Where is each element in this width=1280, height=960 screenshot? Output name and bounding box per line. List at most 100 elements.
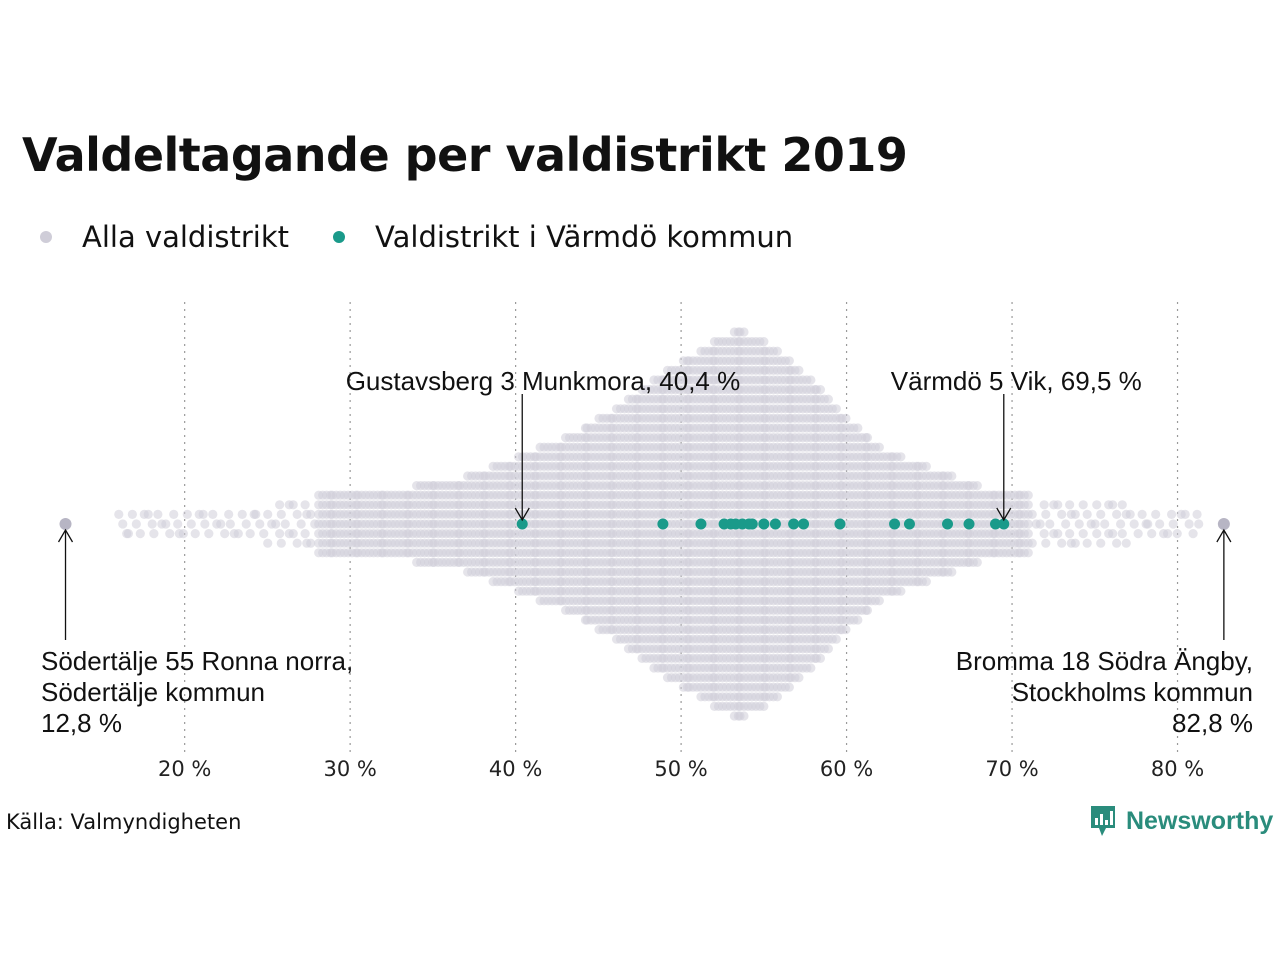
district-point [853,615,863,625]
annotation-label-gustavsberg: Gustavsberg 3 Munkmora, 40,4 % [346,366,741,396]
legend-item-varmdo: Valdistrikt i Värmdö kommun [333,220,793,254]
source-note: Källa: Valmyndigheten [6,810,242,834]
district-point [131,519,141,529]
district-point [204,529,214,539]
annotation-label-bromma-kommun: Stockholms kommun [1012,677,1253,707]
district-point [306,509,316,519]
district-point [208,509,218,519]
legend-dot-varmdo [333,231,346,243]
district-point [263,538,273,548]
x-tick-label: 40 % [489,757,542,781]
district-point [169,509,179,519]
district-point [862,605,873,616]
district-point [165,529,175,539]
district-point [1023,490,1033,500]
district-point [1168,519,1178,529]
district-point [1112,538,1122,548]
district-point [1053,500,1063,510]
brand-logo: Newsworthy [1088,804,1273,838]
district-point [1041,509,1051,519]
district-point [241,519,251,529]
district-point [1184,519,1194,529]
annotation-label-bromma: Bromma 18 Södra Ängby, [956,646,1253,676]
district-point [123,529,133,539]
district-point [292,538,302,548]
district-point [161,519,171,529]
district-point [739,327,749,337]
district-point [1188,529,1198,539]
district-point [1092,500,1102,510]
district-point [1096,509,1106,519]
district-point [1078,529,1088,539]
district-point [1035,519,1045,529]
district-point [143,509,153,519]
district-point [1065,500,1075,510]
district-point [896,452,906,462]
district-point [1137,509,1147,519]
varmdo-district-point [942,518,954,530]
varmdo-district-point [758,518,770,530]
district-point [1070,538,1080,548]
district-point [306,538,316,548]
district-point [1027,538,1037,548]
district-point [874,596,884,606]
district-point [1045,519,1055,529]
chart-title: Valdeltagande per valdistrikt 2019 [22,128,908,182]
district-point [1194,519,1204,529]
district-point [1027,509,1037,519]
district-point [292,509,302,519]
district-point [1082,538,1092,548]
x-tick-label: 20 % [158,757,211,781]
district-point [947,471,957,481]
district-point [216,519,226,529]
district-point [147,519,157,529]
district-point [1092,529,1102,539]
district-point [772,346,783,356]
district-point [127,509,137,519]
district-point [259,529,269,539]
x-tick-label: 50 % [654,757,707,781]
district-point [178,529,188,539]
district-point [1041,538,1051,548]
district-point [1023,519,1033,529]
district-point [288,529,298,539]
district-point [1065,529,1075,539]
annotation-value-bromma: 82,8 % [1172,708,1253,738]
district-point [1108,529,1118,539]
district-point [1180,509,1190,519]
legend-item-all: Alla valdistrikt [40,220,289,254]
district-point [300,500,310,510]
varmdo-district-point [788,518,800,530]
varmdo-district-point [834,518,846,530]
district-point [1057,538,1067,548]
district-point [874,442,884,452]
district-point [806,375,816,385]
extreme-district-point [59,518,72,530]
district-point [114,509,124,519]
district-point [1155,519,1165,529]
district-point [739,711,749,721]
district-point [759,701,769,712]
district-point [794,365,804,375]
annotation-label-sodertalje-kommun: Södertälje kommun [41,677,265,707]
district-point [1039,529,1049,539]
district-point [1096,538,1106,548]
district-point [1078,500,1088,510]
district-point [271,519,281,529]
district-point [831,404,841,414]
district-point [245,529,255,539]
varmdo-district-point [889,518,901,530]
district-point [784,356,794,366]
legend-label-varmdo: Valdistrikt i Värmdö kommun [375,220,794,254]
district-point [1147,529,1157,539]
district-point [1172,529,1182,539]
legend-label-all: Alla valdistrikt [82,220,290,254]
varmdo-district-point [695,518,707,530]
district-point [1070,509,1080,519]
x-tick-label: 30 % [323,757,376,781]
district-point [815,653,826,664]
district-point [275,500,285,510]
extreme-district-point [1217,518,1230,530]
district-point [190,529,200,539]
district-point [1116,519,1126,529]
